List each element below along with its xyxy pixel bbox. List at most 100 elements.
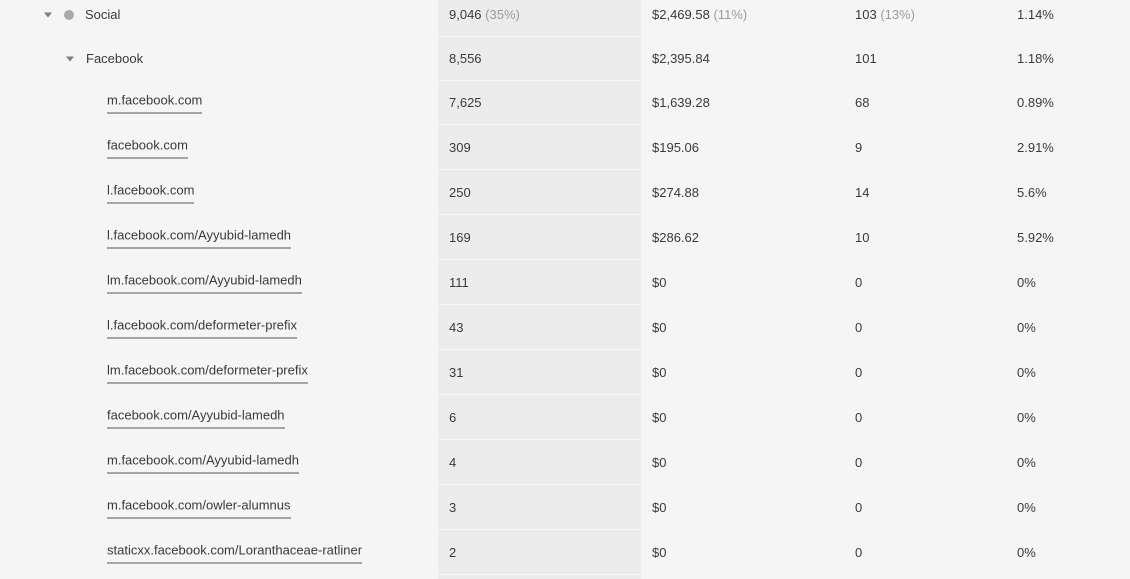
referrer-link[interactable]: l.facebook.com/deformeter-prefix	[107, 318, 298, 339]
conversions-cell: 0	[855, 365, 863, 380]
conversions-cell: 0	[855, 500, 863, 515]
conversions-cell: 10	[855, 230, 870, 245]
conversion-rate-cell: 0%	[1017, 455, 1036, 470]
table-row: l.facebook.com/Ayyubid-lamedh 169 $286.6…	[0, 216, 1130, 260]
row-divider	[438, 124, 641, 125]
table-row: lm.facebook.com/Ayyubid-lamedh 111 $0 0 …	[0, 261, 1130, 305]
revenue-cell: $286.62	[652, 230, 699, 245]
table-row: facebook.com/Ayyubid-lamedh 6 $0 0 0%	[0, 396, 1130, 440]
row-divider	[438, 36, 641, 37]
source-row-facebook[interactable]: Facebook 8,556 $2,395.84 101 1.18%	[0, 37, 1130, 81]
row-divider	[438, 169, 641, 170]
conversion-rate-cell: 1.14%	[1017, 7, 1054, 22]
sessions-cell: 9,046 (35%)	[449, 7, 520, 23]
referrer-link[interactable]: m.facebook.com/Ayyubid-lamedh	[107, 453, 299, 474]
sessions-cell: 2	[449, 545, 457, 560]
sessions-cell: 309	[449, 140, 471, 155]
sessions-cell: 4	[449, 455, 457, 470]
conversions-value: 103	[855, 7, 877, 22]
table-row: m.facebook.com/owler-alumnus 3 $0 0 0%	[0, 486, 1130, 530]
conversions-cell: 101	[855, 51, 877, 66]
sessions-cell: 6	[449, 410, 457, 425]
channel-label: Social	[85, 7, 121, 22]
conversion-rate-cell: 0%	[1017, 320, 1036, 335]
revenue-cell: $0	[652, 455, 667, 470]
conversions-cell: 68	[855, 95, 870, 110]
conversion-rate-cell: 5.92%	[1017, 230, 1054, 245]
row-divider	[438, 349, 641, 350]
revenue-cell: $0	[652, 545, 667, 560]
referrer-link[interactable]: staticxx.facebook.com/Loranthaceae-ratli…	[107, 543, 363, 564]
conversion-rate-cell: 0%	[1017, 365, 1036, 380]
conversions-cell: 0	[855, 320, 863, 335]
revenue-cell: $195.06	[652, 140, 699, 155]
row-divider	[438, 574, 641, 575]
sessions-column-highlight	[438, 0, 641, 579]
referrer-link[interactable]: facebook.com	[107, 138, 188, 159]
sessions-cell: 3	[449, 500, 457, 515]
chevron-down-icon[interactable]	[66, 56, 74, 62]
table-row: m.facebook.com/Ayyubid-lamedh 4 $0 0 0%	[0, 441, 1130, 485]
revenue-cell: $0	[652, 500, 667, 515]
channel-row-social[interactable]: Social 9,046 (35%) $2,469.58 (11%) 103 (…	[0, 0, 1130, 37]
referrer-link[interactable]: lm.facebook.com/deformeter-prefix	[107, 363, 308, 384]
sessions-cell: 250	[449, 185, 471, 200]
revenue-cell: $0	[652, 365, 667, 380]
revenue-share: (11%)	[713, 7, 748, 22]
sessions-cell: 8,556	[449, 51, 482, 66]
table-row: m.facebook.com 7,625 $1,639.28 68 0.89%	[0, 81, 1130, 125]
revenue-value: $2,469.58	[652, 7, 710, 22]
conversion-rate-cell: 5.6%	[1017, 185, 1047, 200]
revenue-cell: $0	[652, 410, 667, 425]
row-divider	[438, 304, 641, 305]
sessions-cell: 111	[449, 275, 469, 290]
row-divider	[438, 484, 641, 485]
sessions-cell: 7,625	[449, 95, 482, 110]
conversion-rate-cell: 1.18%	[1017, 51, 1054, 66]
conversions-cell: 0	[855, 410, 863, 425]
table-row: lm.facebook.com/deformeter-prefix 31 $0 …	[0, 351, 1130, 395]
referrer-link[interactable]: m.facebook.com/owler-alumnus	[107, 498, 291, 519]
table-row: l.facebook.com/deformeter-prefix 43 $0 0…	[0, 306, 1130, 350]
revenue-cell: $2,469.58 (11%)	[652, 7, 747, 23]
sessions-value: 9,046	[449, 7, 482, 22]
row-divider	[438, 529, 641, 530]
conversion-rate-cell: 0%	[1017, 275, 1036, 290]
row-divider	[438, 394, 641, 395]
sessions-cell: 169	[449, 230, 471, 245]
conversion-rate-cell: 0%	[1017, 410, 1036, 425]
conversion-rate-cell: 0%	[1017, 545, 1036, 560]
referrer-link[interactable]: l.facebook.com/Ayyubid-lamedh	[107, 228, 292, 249]
referrer-link[interactable]: m.facebook.com	[107, 93, 203, 114]
conversion-rate-cell: 0.89%	[1017, 95, 1054, 110]
row-divider	[438, 439, 641, 440]
referrer-link[interactable]: lm.facebook.com/Ayyubid-lamedh	[107, 273, 302, 294]
sessions-cell: 31	[449, 365, 464, 380]
sessions-cell: 43	[449, 320, 464, 335]
row-divider	[438, 80, 641, 81]
referrer-link[interactable]: facebook.com/Ayyubid-lamedh	[107, 408, 285, 429]
table-row: l.facebook.com 250 $274.88 14 5.6%	[0, 171, 1130, 215]
table-row: facebook.com 309 $195.06 9 2.91%	[0, 126, 1130, 170]
revenue-cell: $0	[652, 275, 667, 290]
conversion-rate-cell: 2.91%	[1017, 140, 1054, 155]
table-row: staticxx.facebook.com/Loranthaceae-ratli…	[0, 531, 1130, 575]
conversions-cell: 103 (13%)	[855, 7, 915, 23]
revenue-cell: $1,639.28	[652, 95, 710, 110]
row-divider	[438, 259, 641, 260]
conversions-share: (13%)	[880, 7, 916, 22]
conversions-cell: 9	[855, 140, 863, 155]
revenue-cell: $0	[652, 320, 667, 335]
revenue-cell: $274.88	[652, 185, 699, 200]
conversions-cell: 0	[855, 545, 863, 560]
referrer-link[interactable]: l.facebook.com	[107, 183, 195, 204]
conversions-cell: 14	[855, 185, 870, 200]
source-label: Facebook	[86, 51, 144, 66]
conversion-rate-cell: 0%	[1017, 500, 1036, 515]
row-divider	[438, 214, 641, 215]
conversions-cell: 0	[855, 455, 863, 470]
dot-icon	[64, 10, 74, 20]
chevron-down-icon[interactable]	[44, 12, 52, 18]
sessions-share: (35%)	[485, 7, 520, 22]
revenue-cell: $2,395.84	[652, 51, 710, 66]
